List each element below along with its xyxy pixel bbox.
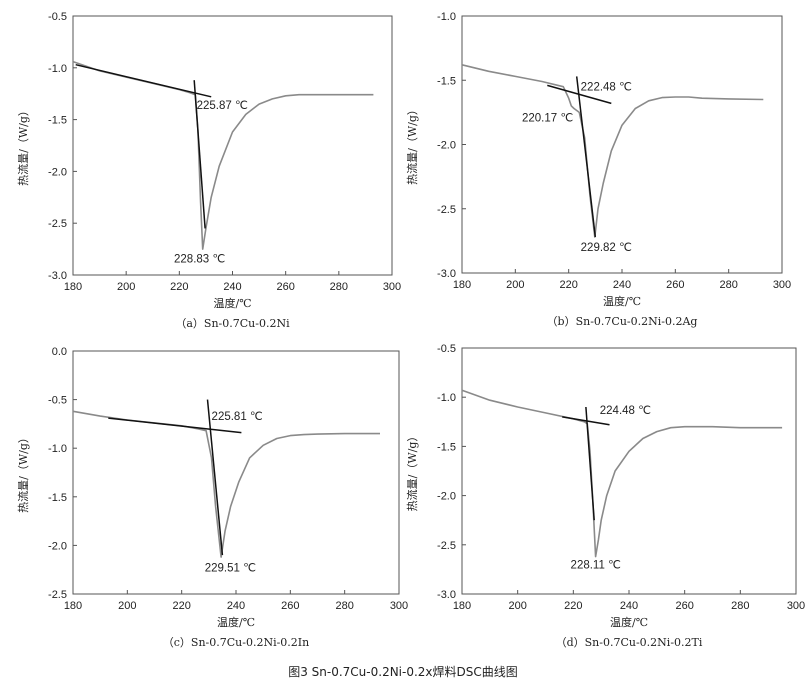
x-axis-label: 温度/℃: [610, 615, 648, 629]
x-tick-label: 180: [453, 600, 471, 612]
dsc-curve: [461, 64, 764, 238]
y-tick-label: -0.5: [437, 343, 456, 355]
plot-frame: [461, 347, 797, 595]
onset-tangent-line: [193, 80, 206, 229]
y-tick-label: 0.0: [52, 346, 67, 358]
y-tick-label: -2.5: [437, 204, 456, 216]
y-axis-label: 热流量/（W/g）: [405, 431, 419, 512]
temperature-annotation: 229.82 ℃: [581, 242, 632, 254]
x-tick-label: 300: [773, 279, 791, 291]
y-tick-label: -1.0: [48, 443, 67, 455]
y-tick-label: -1.5: [48, 492, 67, 504]
x-tick-label: 200: [508, 600, 526, 612]
y-tick-label: -1.5: [48, 115, 67, 127]
x-tick-label: 240: [223, 281, 241, 293]
temperature-annotation: 222.48 ℃: [581, 82, 632, 94]
x-tick-label: 240: [227, 600, 245, 612]
y-tick-label: -2.5: [437, 540, 456, 552]
y-tick-label: -1.0: [437, 392, 456, 404]
baseline-tangent-line: [75, 63, 212, 98]
y-tick-label: -1.0: [437, 11, 456, 23]
x-tick-label: 260: [675, 600, 693, 612]
x-tick-label: 180: [64, 281, 82, 293]
x-tick-label: 300: [787, 600, 805, 612]
y-tick-label: -1.0: [48, 63, 67, 75]
x-axis-label: 温度/℃: [217, 615, 255, 629]
temperature-annotation: 228.83 ℃: [174, 254, 225, 266]
y-tick-label: -2.0: [48, 540, 67, 552]
x-tick-label: 180: [64, 600, 82, 612]
panel-a: 180 200 220 240 260 280 300 -0.5 -1.0 -1.5 -2.0 -2.…: [16, 11, 401, 330]
y-tick-label: -0.5: [48, 11, 67, 23]
y-axis-label: 热流量/（W/g）: [16, 432, 30, 513]
y-axis-label: 热流量/（W/g）: [405, 104, 419, 185]
onset-tangent-line: [206, 399, 224, 556]
temperature-annotation: 224.48 ℃: [600, 405, 651, 417]
onset-tangent-line: [585, 406, 595, 521]
temperature-annotation: 220.17 ℃: [522, 112, 573, 124]
y-tick-label: -1.5: [437, 441, 456, 453]
x-tick-label: 280: [719, 279, 737, 291]
y-tick-label: -2.0: [48, 166, 67, 178]
x-tick-label: 180: [453, 279, 471, 291]
temperature-annotation: 225.81 ℃: [212, 411, 263, 423]
x-tick-label: 260: [666, 279, 684, 291]
x-tick-label: 200: [118, 600, 136, 612]
x-axis-label: 温度/℃: [213, 296, 251, 310]
onset-tangent-line: [575, 76, 597, 238]
x-tick-label: 260: [276, 281, 294, 293]
figure-title: 图3 Sn-0.7Cu-0.2Ni-0.2x焊料DSC曲线图: [288, 664, 518, 679]
temperature-annotation: 228.11 ℃: [571, 559, 622, 571]
y-tick-label: -2.5: [48, 218, 67, 230]
panel-c: 180 200 220 240 260 280 300 0.0 -0.5 -1.0 -1.5 -2.0…: [16, 346, 408, 649]
dsc-curve: [72, 410, 380, 558]
plot-frame: [72, 15, 393, 276]
y-tick-label: -0.5: [48, 395, 67, 407]
y-tick-label: -2.0: [437, 140, 456, 152]
panel-caption: （b）Sn-0.7Cu-0.2Ni-0.2Ag: [547, 315, 698, 328]
y-tick-label: -3.0: [48, 270, 67, 282]
x-tick-label: 220: [564, 600, 582, 612]
temperature-annotation: 225.87 ℃: [197, 100, 248, 112]
dsc-curve: [72, 60, 374, 250]
x-tick-label: 260: [281, 600, 299, 612]
panel-b: 180 200 220 240 260 280 300 -1.0 -1.5 -2.0 -2.5 -3.…: [405, 11, 791, 328]
baseline-tangent-line: [562, 416, 610, 426]
y-axis-label: 热流量/（W/g）: [16, 105, 30, 186]
plot-frame: [72, 350, 400, 595]
x-tick-label: 240: [620, 600, 638, 612]
x-tick-label: 220: [170, 281, 188, 293]
x-tick-label: 280: [330, 281, 348, 293]
x-tick-label: 300: [390, 600, 408, 612]
x-tick-label: 280: [731, 600, 749, 612]
x-tick-label: 240: [613, 279, 631, 291]
temperature-annotation: 229.51 ℃: [205, 563, 256, 575]
x-tick-label: 200: [506, 279, 524, 291]
x-tick-label: 300: [383, 281, 401, 293]
plot-frame: [461, 15, 783, 274]
x-tick-label: 280: [335, 600, 353, 612]
y-tick-label: -3.0: [437, 268, 456, 280]
x-axis-label: 温度/℃: [603, 294, 641, 308]
y-tick-label: -1.5: [437, 75, 456, 87]
y-tick-label: -2.0: [437, 491, 456, 503]
x-tick-label: 200: [117, 281, 135, 293]
panel-caption: （c）Sn-0.7Cu-0.2Ni-0.2In: [163, 636, 310, 649]
x-tick-label: 220: [559, 279, 577, 291]
y-tick-label: -3.0: [437, 589, 456, 601]
y-tick-label: -2.5: [48, 589, 67, 601]
baseline-tangent-line: [108, 417, 242, 434]
panel-d: 180 200 220 240 260 280 300 -0.5 -1.0 -1.5 -2.0 -2.…: [405, 343, 805, 649]
x-tick-label: 220: [172, 600, 190, 612]
panel-caption: （d）Sn-0.7Cu-0.2Ni-0.2Ti: [556, 636, 703, 649]
panel-caption: （a）Sn-0.7Cu-0.2Ni: [175, 317, 290, 330]
